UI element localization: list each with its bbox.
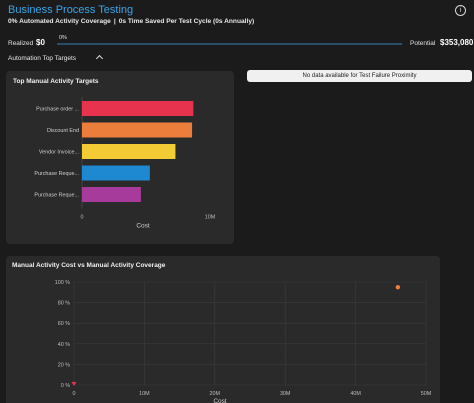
scatter-point[interactable] [71,382,77,386]
bar-category-label: Discount End [47,128,79,134]
scatter-y-tick-label: 40 % [58,342,70,348]
failure-proximity-empty-message: No data available for Test Failure Proxi… [247,70,472,82]
cost-vs-coverage-chart: 0 % 20 % 40 % 60 % 80 % 100 % 0 10M 20M 30M 40M 50M… [55,280,432,403]
scatter-x-tick-label: 20M [210,391,221,397]
coverage-text: 0% Automated Activity Coverage [8,18,111,25]
scatter-y-tick-label: 60 % [58,321,70,327]
bar-mark[interactable] [82,144,176,159]
top-targets-chart: Purchase order ... Discount End Vendor Inv… [34,97,216,230]
scatter-x-tick-label: 50M [421,391,432,397]
bar-x-tick-label: 0 [81,215,84,221]
scatter-y-tick-label: 20 % [58,362,70,368]
coverage-summary: 0% Automated Activity Coverage | 0s Time S… [8,18,254,25]
progress-bar [57,43,402,45]
bar-category-label: Vendor Invoice... [39,150,79,156]
section-divider [0,248,474,249]
realized-value: $0 [36,38,45,47]
bar-category-label: Purchase order ... [36,107,79,113]
progress-percent: 0% [59,35,67,41]
scatter-point[interactable] [395,284,401,290]
scatter-x-tick-label: 0 [73,391,76,397]
scatter-x-tick-label: 30M [280,391,291,397]
scatter-y-tick-label: 80 % [58,301,70,307]
bar-category-label: Purchase Reque... [34,193,79,199]
bar-mark[interactable] [82,101,194,116]
potential-value: $353,080 [440,38,474,47]
automation-top-targets-toggle[interactable]: Automation Top Targets [8,55,77,62]
top-targets-panel: Top Manual Activity Targets Purchase ord… [6,71,234,244]
bar-mark[interactable] [82,165,150,181]
cost-vs-coverage-panel: Manual Activity Cost vs Manual Activity … [6,256,440,403]
scatter-x-axis-label: Cost [213,398,227,403]
potential-label: Potential [410,40,436,47]
bar-mark[interactable] [82,187,141,202]
scatter-y-tick-label: 100 % [55,280,70,286]
summary-separator: | [113,18,116,25]
scatter-x-tick-label: 40M [350,391,361,397]
bar-mark[interactable] [82,122,193,138]
bar-x-tick-label: 10M [205,215,216,221]
chevron-up-icon[interactable] [95,54,104,63]
top-targets-title: Top Manual Activity Targets [13,78,99,85]
page-title: Business Process Testing [8,4,134,16]
cost-vs-coverage-title: Manual Activity Cost vs Manual Activity … [12,262,166,269]
scatter-y-tick-label: 0 % [61,383,70,389]
bar-category-label: Purchase Reque... [34,171,79,177]
scatter-x-tick-label: 10M [139,391,150,397]
realized-label: Realized [8,40,34,47]
info-icon[interactable]: i [455,5,466,16]
bar-x-axis-label: Cost [136,223,150,230]
time-saved-text: 0s Time Saved Per Test Cycle (0s Annuall… [118,18,255,25]
